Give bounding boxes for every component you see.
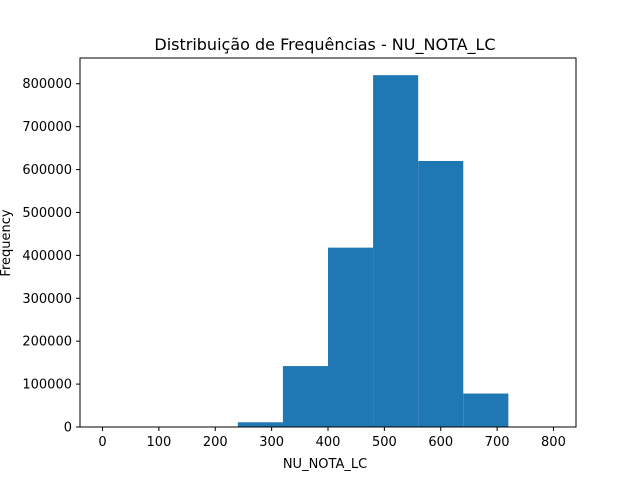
plot-frame — [79, 57, 577, 428]
x-tick-label: 300 — [259, 435, 284, 450]
y-tick-label: 300000 — [22, 292, 72, 307]
x-axis-label: NU_NOTA_LC — [283, 457, 367, 472]
x-tick-label: 800 — [541, 435, 566, 450]
x-tick-label: 400 — [316, 435, 341, 450]
y-axis-ticks: 0 100000 200000 300000 400000 500000 600000 700… — [22, 77, 80, 436]
chart-title: Distribuição de Frequências - NU_NOTA_LC — [154, 35, 495, 55]
histogram-bar-3 — [237, 422, 283, 427]
y-tick-label: 400000 — [22, 249, 72, 264]
y-tick-label: 200000 — [22, 335, 72, 350]
y-tick-label: 100000 — [22, 378, 72, 393]
y-tick-label: 700000 — [22, 120, 72, 135]
x-tick-label: 0 — [98, 435, 106, 450]
y-tick-label: 500000 — [22, 206, 72, 221]
histogram-bars — [237, 75, 509, 428]
y-axis-label: Frequency — [0, 209, 14, 276]
x-axis-ticks: 0 100 200 300 400 500 600 700 800 — [98, 427, 566, 450]
y-tick-label: 600000 — [22, 163, 72, 178]
x-tick-label: 200 — [203, 435, 228, 450]
x-tick-label: 100 — [146, 435, 171, 450]
histogram-bar-5 — [328, 247, 374, 427]
y-tick-label: 800000 — [22, 77, 72, 92]
histogram-bar-8 — [463, 393, 509, 427]
x-tick-label: 700 — [485, 435, 510, 450]
y-tick-label: 0 — [64, 421, 72, 436]
histogram-bar-7 — [418, 160, 464, 427]
histogram-bar-6 — [373, 75, 419, 428]
x-tick-label: 500 — [372, 435, 397, 450]
x-tick-label: 600 — [428, 435, 453, 450]
histogram-bar-4 — [282, 366, 328, 427]
